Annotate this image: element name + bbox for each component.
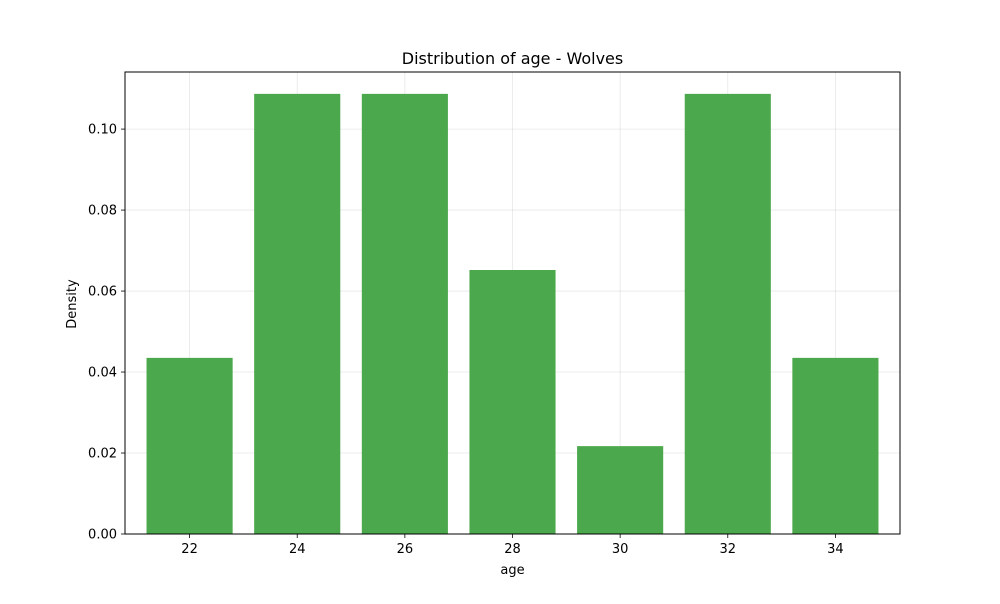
y-tick-label: 0.04: [88, 366, 117, 381]
x-axis-label: age: [500, 563, 524, 578]
bar-32: [684, 93, 771, 535]
y-tick-label: 0.06: [88, 285, 117, 300]
x-tick-label: 22: [181, 542, 198, 557]
x-tick-label: 30: [612, 542, 629, 557]
bars: [146, 93, 879, 535]
y-tick-label: 0.02: [88, 447, 117, 462]
chart-title: Distribution of age - Wolves: [402, 49, 623, 68]
y-tick-label: 0.10: [88, 123, 117, 138]
bar-26: [361, 93, 448, 535]
y-axis-label: Density: [65, 279, 80, 329]
bar-28: [469, 270, 556, 534]
plot-frame: [124, 71, 901, 535]
bar-34: [792, 357, 879, 534]
axes: 22 24 26 28 30 32 34 0.00 0.02 0.04 0.06 0.08 0.10: [88, 71, 901, 557]
y-tick-label: 0.00: [88, 528, 117, 543]
x-tick-label: 32: [720, 542, 737, 557]
x-tick-label: 34: [827, 542, 844, 557]
bar-30: [577, 446, 664, 534]
x-tick-label: 26: [397, 542, 414, 557]
y-tick-label: 0.08: [88, 204, 117, 219]
bar-24: [254, 93, 341, 535]
x-tick-label: 24: [289, 542, 306, 557]
bar-22: [146, 357, 233, 534]
x-tick-label: 28: [504, 542, 521, 557]
